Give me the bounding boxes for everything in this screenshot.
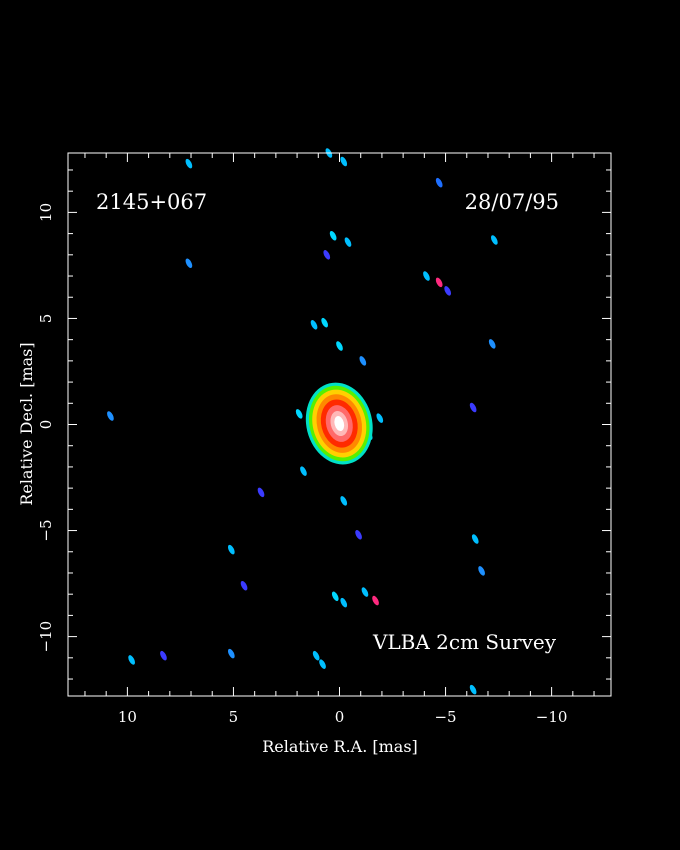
- x-axis-label: Relative R.A. [mas]: [262, 737, 418, 756]
- emission-feature-5: [344, 237, 352, 247]
- axis-ticks: [68, 153, 611, 696]
- emission-feature-24: [340, 496, 348, 506]
- core-component: [305, 382, 373, 465]
- survey-label: VLBA 2cm Survey: [372, 630, 557, 654]
- emission-feature-38: [319, 659, 326, 669]
- y-tick-label: 5: [37, 314, 55, 324]
- emission-feature-35: [160, 650, 167, 661]
- y-tick-label: 0: [37, 420, 55, 430]
- emission-feature-32: [361, 587, 369, 597]
- emission-feature-39: [469, 684, 477, 695]
- emission-feature-11: [444, 286, 452, 296]
- emission-feature-0: [185, 158, 193, 169]
- emission-feature-25: [355, 530, 362, 540]
- y-tick-label: −10: [37, 621, 55, 653]
- emission-feature-23: [257, 487, 265, 498]
- emission-feature-8: [185, 258, 193, 269]
- y-tick-label: −5: [37, 519, 55, 541]
- emission-feature-18: [295, 409, 303, 419]
- y-tick-label: 10: [37, 203, 55, 222]
- emission-feature-6: [323, 250, 331, 260]
- emission-feature-4: [329, 230, 337, 241]
- emission-feature-29: [240, 580, 248, 591]
- emission-feature-17: [469, 402, 477, 413]
- x-tick-label: −10: [536, 708, 568, 726]
- emission-feature-7: [490, 235, 498, 245]
- emission-feature-13: [310, 320, 318, 330]
- emission-feature-28: [478, 566, 485, 576]
- emission-feature-16: [488, 339, 496, 349]
- observation-date-label: 28/07/95: [465, 190, 559, 214]
- emission-feature-27: [471, 534, 479, 544]
- emission-feature-10: [435, 277, 443, 288]
- y-axis-label: Relative Decl. [mas]: [17, 342, 36, 505]
- emission-feature-19: [376, 413, 384, 423]
- emission-feature-31: [340, 597, 348, 608]
- x-tick-label: −5: [434, 708, 456, 726]
- x-tick-label: 10: [118, 708, 137, 726]
- emission-feature-22: [300, 466, 307, 476]
- emission-feature-15: [359, 356, 367, 366]
- emission-feature-33: [372, 595, 379, 606]
- source-name-label: 2145+067: [96, 190, 207, 214]
- emission-feature-30: [331, 591, 339, 602]
- core-level-7: [334, 416, 345, 432]
- emission-feature-34: [227, 648, 235, 659]
- emission-features: [107, 148, 498, 695]
- emission-feature-12: [321, 317, 329, 328]
- emission-feature-21: [107, 411, 114, 421]
- x-tick-label: 0: [335, 708, 345, 726]
- emission-feature-3: [435, 177, 443, 188]
- x-tick-label: 5: [229, 708, 239, 726]
- emission-feature-9: [423, 271, 430, 281]
- emission-feature-26: [227, 544, 235, 555]
- emission-feature-14: [336, 341, 343, 351]
- emission-feature-2: [340, 156, 348, 167]
- emission-feature-36: [128, 655, 135, 665]
- emission-feature-37: [312, 650, 320, 661]
- tick-labels: 10 5 0 −5 −10 10 5 0 −5 −10: [37, 203, 567, 726]
